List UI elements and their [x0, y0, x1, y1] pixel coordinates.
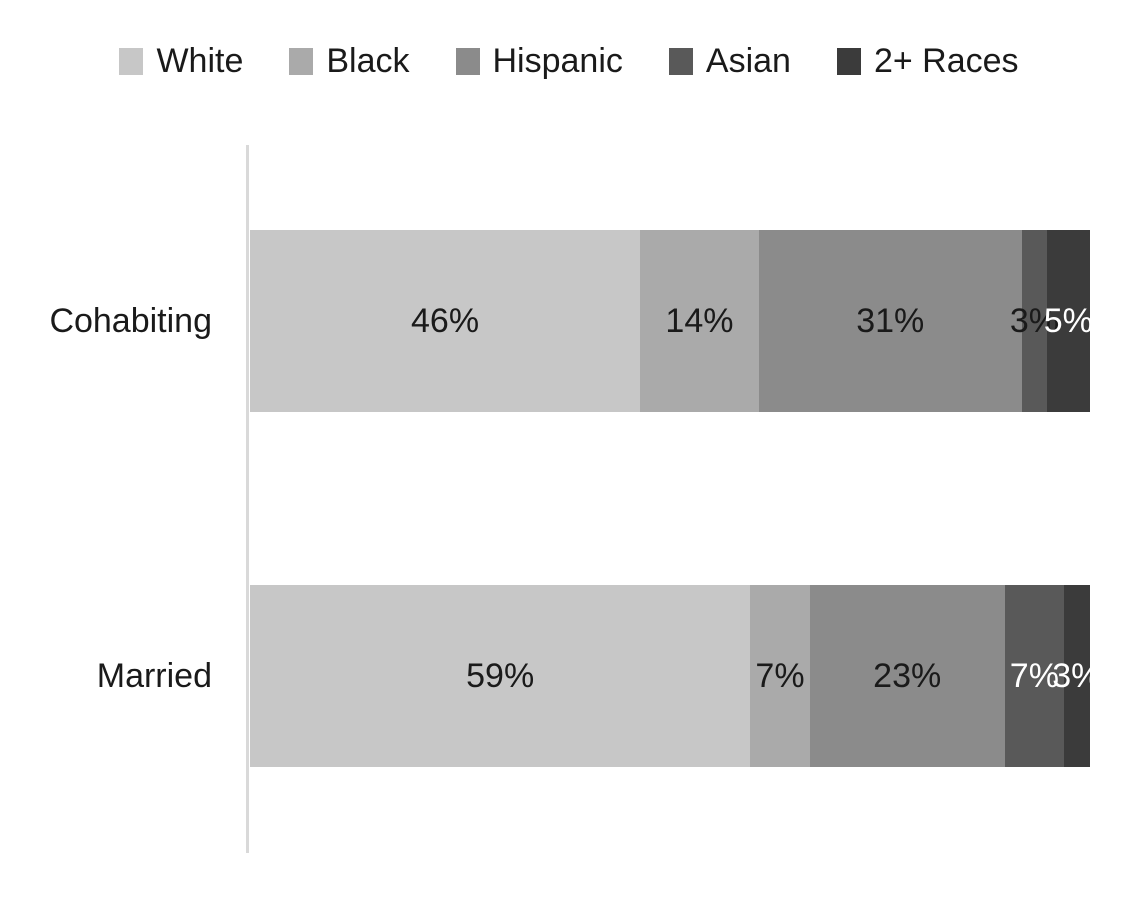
category-label-married: Married — [96, 656, 212, 695]
bar-row-married: 59% 7% 23% 7% 3% — [250, 585, 1101, 767]
legend-swatch-2-races — [836, 47, 861, 75]
legend-item-asian: Asian — [668, 41, 791, 81]
bar-label-married-hispanic: 23% — [873, 657, 942, 695]
bar-segment-cohabiting-white: 46% — [250, 230, 641, 412]
bar-label-married-asian: 7% — [1009, 657, 1059, 695]
bar-segment-married-white: 59% — [250, 585, 751, 767]
bar-label-cohabiting-asian: 3% — [1009, 302, 1059, 340]
bar-segment-married-2-races: 3% — [1052, 585, 1101, 767]
chart-legend: White Black Hispanic Asian 2+ Races — [0, 38, 1138, 84]
legend-swatch-asian — [668, 47, 693, 75]
bar-label-cohabiting-white: 46% — [411, 302, 480, 340]
legend-swatch-white — [119, 47, 144, 75]
legend-label-hispanic: Hispanic — [492, 41, 623, 80]
legend-item-hispanic: Hispanic — [455, 41, 623, 81]
legend-label-asian: Asian — [705, 41, 791, 80]
legend-swatch-black — [289, 47, 314, 75]
bar-segment-cohabiting-hispanic: 31% — [758, 230, 1022, 412]
bar-segment-married-black: 7% — [750, 585, 810, 767]
bar-label-cohabiting-2-races: 5% — [1043, 302, 1093, 340]
category-label-cohabiting: Cohabiting — [49, 301, 212, 340]
bar-segment-cohabiting-asian: 3% — [1010, 230, 1059, 412]
bar-segment-cohabiting-2-races: 5% — [1044, 230, 1093, 412]
legend-item-white: White — [119, 42, 243, 81]
bar-label-cohabiting-black: 14% — [665, 302, 734, 340]
bar-label-married-black: 7% — [755, 657, 805, 695]
legend-item-black: Black — [289, 41, 410, 81]
legend-item-2-races: 2+ Races — [836, 41, 1019, 81]
y-axis-line — [246, 145, 249, 853]
legend-swatch-hispanic — [455, 47, 480, 75]
bar-segment-married-asian: 7% — [1004, 585, 1065, 767]
bar-label-cohabiting-hispanic: 31% — [856, 302, 925, 340]
bar-segment-married-hispanic: 23% — [809, 585, 1005, 767]
bar-segment-cohabiting-black: 14% — [640, 230, 759, 412]
legend-label-black: Black — [326, 41, 410, 80]
legend-label-2-races: 2+ Races — [873, 41, 1019, 80]
legend-label-white: White — [156, 41, 244, 80]
bar-label-married-2-races: 3% — [1052, 657, 1102, 695]
bar-row-cohabiting: 46% 14% 31% 3% 5% — [250, 230, 1098, 412]
bar-label-married-white: 59% — [466, 657, 535, 695]
